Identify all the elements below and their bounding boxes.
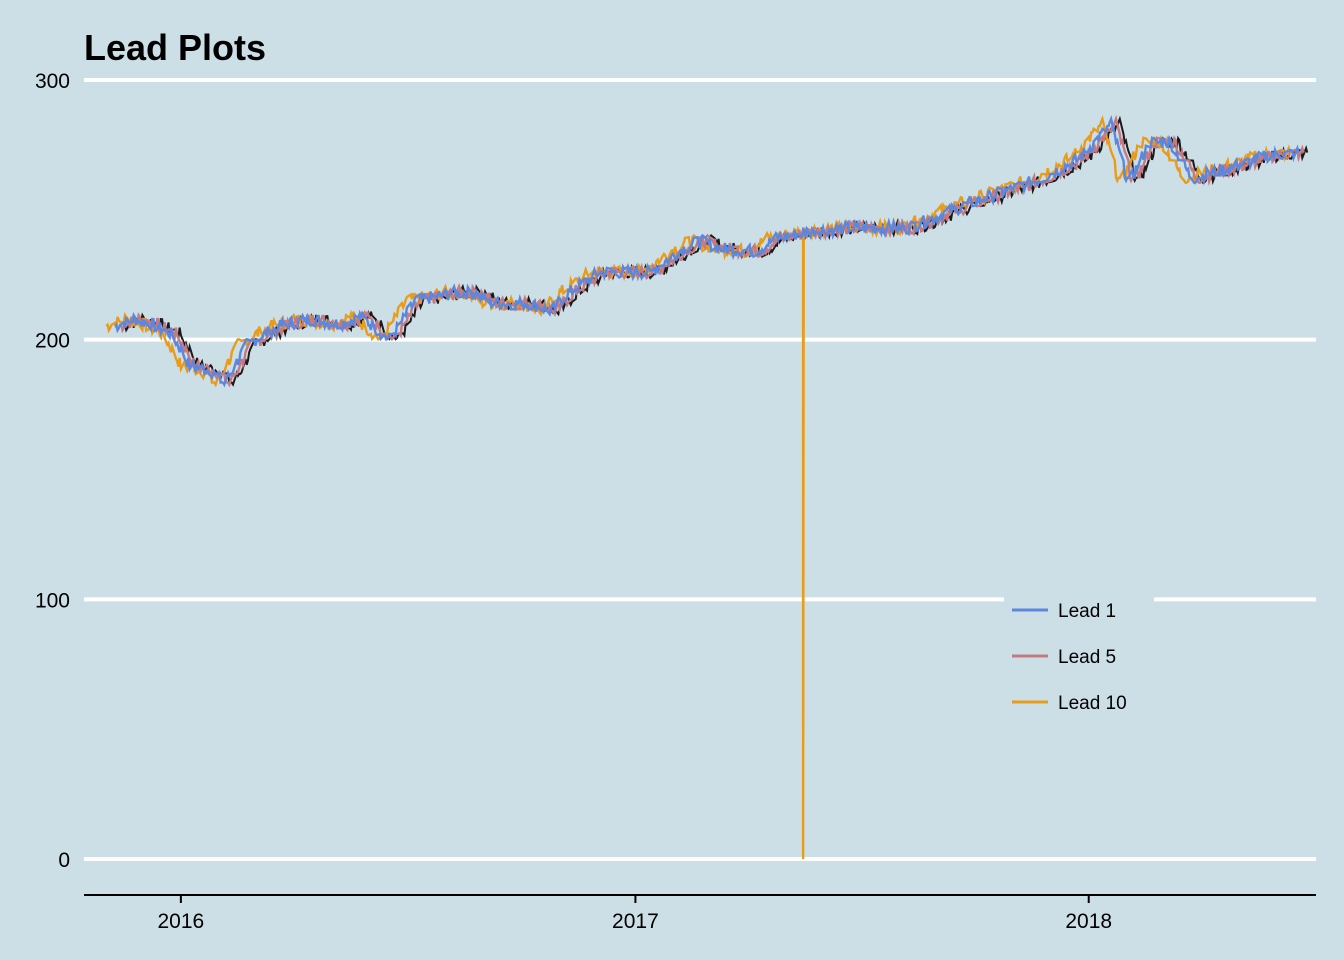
x-tick-label: 2016 — [158, 910, 205, 933]
legend-label: Lead 1 — [1058, 601, 1116, 622]
y-tick-label: 100 — [35, 589, 70, 612]
y-tick-label: 300 — [35, 70, 70, 93]
y-tick-label: 0 — [58, 849, 70, 872]
series-lines — [105, 114, 1309, 860]
x-tick-label: 2018 — [1065, 910, 1112, 933]
y-tick-label: 200 — [35, 330, 70, 353]
x-tick-label: 2017 — [612, 910, 659, 933]
legend: Lead 1 Lead 5 Lead 10 — [1004, 588, 1154, 728]
chart-title: Lead Plots — [84, 27, 266, 68]
series-line-lead-1 — [114, 114, 1300, 388]
legend-label: Lead 5 — [1058, 647, 1116, 668]
legend-label: Lead 10 — [1058, 693, 1127, 714]
axes: 2016 2017 2018 — [84, 894, 1316, 933]
